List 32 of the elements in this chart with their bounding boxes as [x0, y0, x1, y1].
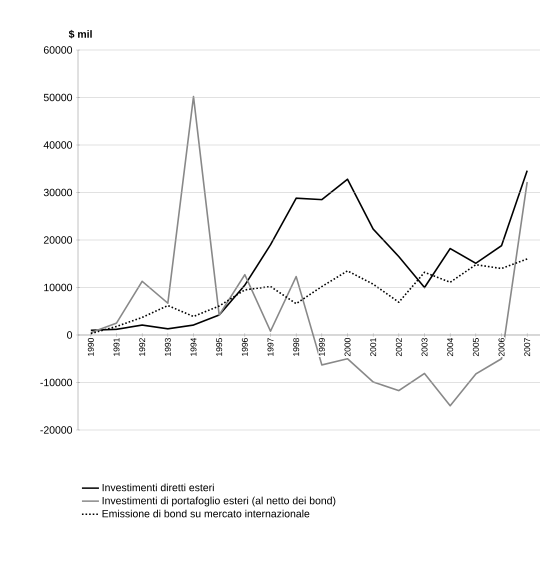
x-tick-label: 2005: [472, 338, 479, 356]
y-axis-title: $ mil: [68, 30, 92, 38]
x-tick-label: 1999: [318, 338, 325, 356]
x-tick-label: 1996: [242, 338, 248, 356]
legend-label: Emissione di bond su mercato internazionale: [102, 510, 310, 518]
x-tick-label: 2004: [447, 338, 454, 356]
y-tick-label: 0: [67, 331, 72, 339]
x-tick-label: 1998: [293, 338, 300, 356]
y-tick-label: 40000: [44, 141, 72, 149]
x-tick-label: 1995: [216, 338, 222, 356]
legend-label: Investimenti di portafoglio esteri (al netto dei bond): [102, 496, 336, 506]
y-tick-label: 10000: [44, 284, 72, 292]
x-tick-label: 1997: [268, 338, 274, 356]
y-tick-label: 30000: [44, 188, 72, 196]
y-tick-label: 50000: [44, 94, 72, 102]
y-tick-label: -10000: [40, 378, 72, 386]
x-tick-label: 1994: [190, 338, 196, 356]
x-tick-label: 2001: [370, 338, 376, 356]
x-tick-label: 2002: [396, 338, 402, 356]
x-tick-label: 2000: [344, 338, 350, 356]
x-tick-label: 2007: [524, 338, 530, 356]
x-tick-label: 1992: [139, 338, 146, 356]
x-tick-label: 2006: [498, 338, 504, 356]
x-tick-label: 1990: [88, 338, 94, 356]
y-tick-label: 20000: [44, 236, 72, 244]
legend-label: Investimenti diretti esteri: [102, 484, 214, 492]
y-tick-label: -20000: [40, 426, 72, 434]
line-series: [90, 170, 528, 332]
y-tick-label: 60000: [44, 46, 72, 54]
x-tick-label: 1991: [114, 338, 120, 356]
x-tick-label: 1993: [164, 338, 171, 356]
x-tick-label: 2003: [422, 338, 428, 356]
